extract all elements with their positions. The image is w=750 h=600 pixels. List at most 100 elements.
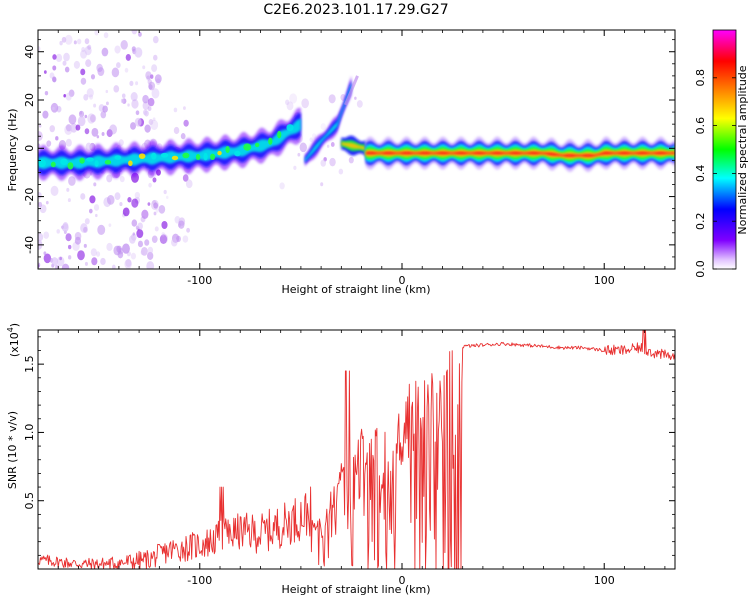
spectrogram-noise-blob	[76, 38, 82, 45]
spectrogram-hot-spot	[182, 152, 190, 159]
snr-plot-area	[38, 330, 675, 569]
spectrogram-noise-blob	[141, 209, 149, 219]
spectrogram-hot-spot	[114, 155, 122, 160]
spectrogram-noise-blob	[52, 106, 55, 111]
spectrogram-noise-blob	[77, 116, 86, 127]
spectrogram-noise-blob	[80, 77, 87, 85]
spectrogram-hot-spot	[160, 152, 169, 158]
snr-exponent-power: 4	[6, 327, 15, 332]
spectrogram-noise-blob	[297, 152, 301, 157]
spectrogram-noise-blob	[121, 93, 126, 99]
spectrogram-noise-blob	[74, 236, 82, 245]
spectrogram-hot-spot	[210, 153, 216, 161]
spectrogram-hot-spot	[286, 124, 294, 132]
spectrogram-band-flat	[365, 151, 675, 158]
spectrogram-noise-blob	[119, 202, 123, 207]
spectrogram-noise-blob	[80, 223, 88, 233]
spectrogram-noise-blob	[64, 66, 70, 73]
spectrogram-noise-blob	[356, 100, 363, 108]
spectrogram-noise-blob	[152, 117, 156, 122]
spectrogram-noise-blob	[125, 259, 132, 267]
spectrogram-panel: -100 0 100 -40 -20 0 20 40 Height of straight l…	[6, 29, 676, 296]
spectrogram-noise-blob	[61, 263, 70, 269]
spectrogram-noise-blob	[138, 31, 142, 37]
spectrogram-noise-blob	[151, 64, 158, 73]
spectrogram-noise-blob	[106, 129, 113, 138]
spectrogram-noise-blob	[85, 59, 92, 68]
spectrogram-noise-blob	[130, 92, 138, 102]
spectrogram-noise-blob	[150, 119, 159, 130]
colorbar-tick-label: 0.4	[694, 165, 707, 183]
spectrogram-noise-blob	[106, 194, 115, 205]
spectrogram-noise-blob	[299, 142, 307, 153]
spectrogram-hot-spot	[104, 159, 112, 165]
svg-text:(x104): (x104)	[6, 323, 21, 357]
spectrogram-noise-blob	[125, 53, 131, 61]
colorbar-gradient	[712, 29, 737, 270]
spectrogram-noise-blob	[158, 205, 166, 214]
spectrogram-noise-blob	[120, 98, 125, 104]
spectrogram-noise-blob	[68, 89, 75, 97]
spectrogram-noise-blob	[81, 47, 86, 53]
spectrogram-noise-blob	[151, 235, 158, 243]
spectrogram-noise-blob	[144, 124, 151, 133]
spectrogram-noise-blob	[67, 244, 72, 250]
spectrogram-noise-blob	[111, 264, 116, 269]
spectrogram-noise-blob	[80, 49, 87, 59]
spectrogram-hot-spot	[151, 152, 157, 160]
spectrogram-noise-blob	[329, 157, 336, 167]
spectrogram-noise-blob	[129, 235, 136, 244]
spectrogram-noise-blob	[120, 40, 128, 50]
snr-exponent-base: (x10	[8, 332, 21, 357]
colorbar-ticks: 0.0 0.2 0.4 0.6 0.8	[694, 69, 736, 278]
colorbar-label: Normalized spectral amplitude	[736, 65, 749, 234]
spectrogram-noise-blob	[90, 248, 97, 257]
spectrogram-noise-blob	[152, 199, 157, 206]
spectrogram-noise-blob	[65, 138, 72, 147]
spectrogram-noise-blob	[182, 174, 189, 182]
spectrogram-noise-blob	[38, 201, 43, 208]
spectrogram-noise-blob	[68, 176, 76, 186]
spectrogram-noise-blob	[106, 242, 113, 252]
spectrogram-noise-blob	[153, 202, 159, 209]
spectrogram-noise-blob	[159, 234, 168, 244]
spectrogram-noise-blob	[95, 213, 98, 218]
spectrogram-noise-blob	[90, 114, 97, 123]
spectrogram-noise-blob	[43, 251, 47, 256]
spectrogram-noise-blob	[148, 182, 152, 188]
spectrogram-noise-blob	[52, 54, 57, 60]
spectrogram-hot-spot	[234, 150, 241, 157]
spectrogram-noise-blob	[93, 103, 97, 108]
spectrogram-noise-blob	[89, 94, 94, 100]
spectrogram-noise-blob	[91, 257, 98, 266]
spectrogram-noise-blob	[62, 60, 67, 66]
spectrogram-noise-blob	[134, 117, 142, 127]
spectrogram-band-diagonal	[304, 79, 352, 165]
snr-y-tick-label: 1.5	[23, 355, 36, 373]
spectrogram-hot-spot	[268, 137, 273, 145]
spectrogram-noise-blob	[148, 81, 156, 91]
spectrogram-noise-blob	[46, 140, 52, 147]
spectrogram-noise-blob	[154, 226, 159, 232]
spectrogram-noise-blob	[108, 223, 112, 228]
snr-y-tick-label: 0.5	[23, 492, 36, 510]
spectrogram-y-tick-label: -20	[23, 188, 36, 206]
spectrogram-hot-spot	[277, 130, 282, 139]
spectrogram-noise-blob	[45, 200, 49, 205]
spectrogram-noise-blob	[183, 119, 189, 127]
spectrogram-y-tick-label: 40	[23, 45, 36, 59]
spectrogram-noise-blob	[148, 119, 154, 126]
spectrogram-noise-blob	[183, 106, 186, 110]
spectrogram-noise-blob	[93, 204, 100, 211]
spectrogram-noise-blob	[68, 255, 72, 260]
spectrogram-noise-blob	[146, 75, 151, 81]
spectrogram-noise-blob	[61, 36, 67, 43]
spectrogram-noise-blob	[65, 123, 72, 132]
spectrogram-x-axis-label: Height of straight line (km)	[281, 283, 430, 296]
spectrogram-noise-blob	[131, 99, 139, 109]
spectrogram-noise-blob	[105, 101, 109, 106]
spectrogram-hot-spot	[138, 153, 146, 159]
snr-x-axis-label: Height of straight line (km)	[281, 583, 430, 596]
spectrogram-noise-blob	[87, 113, 96, 124]
